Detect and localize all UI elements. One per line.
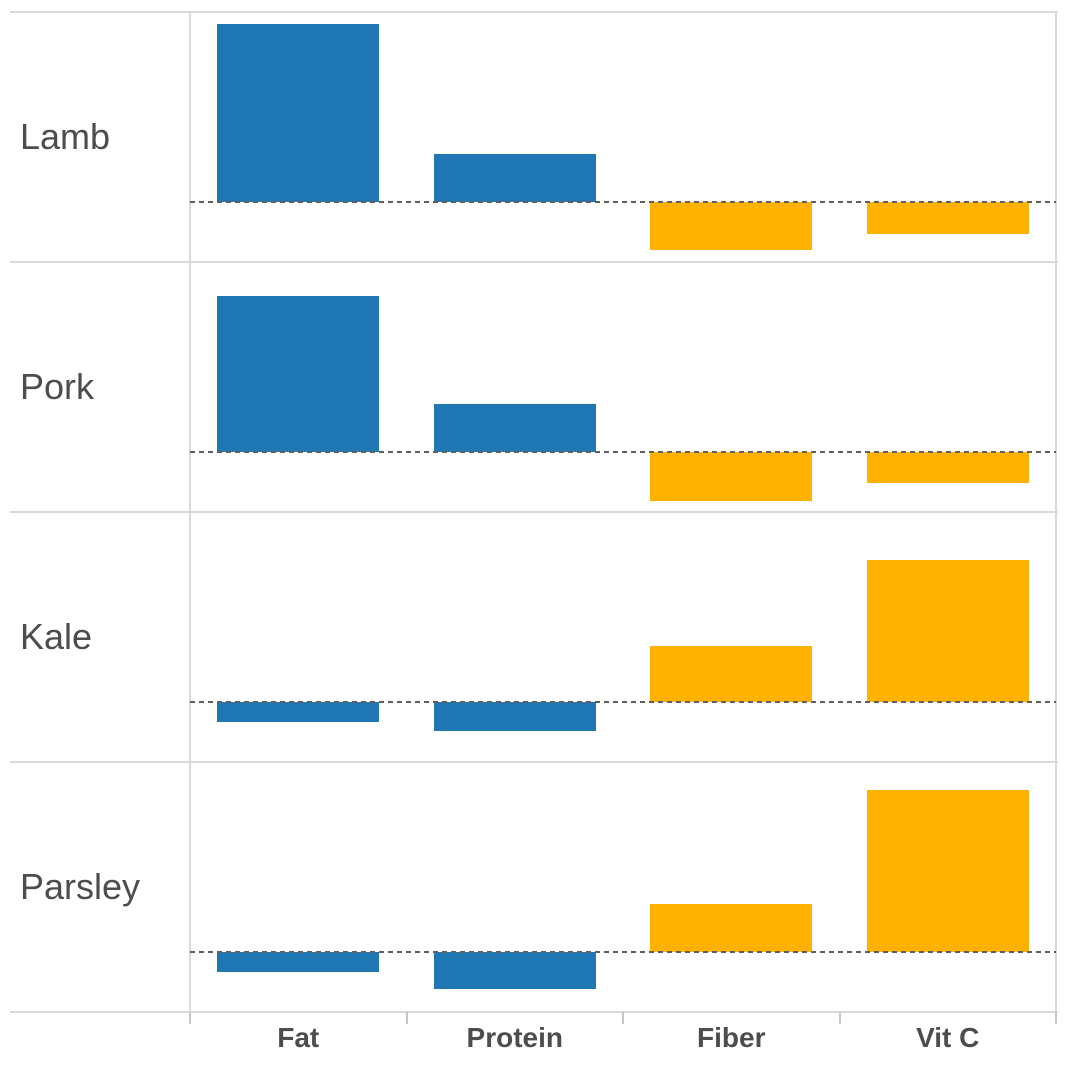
bar-kale-vit-c[interactable] [866,560,1029,702]
zero-baseline [190,451,1056,453]
row-header-pork[interactable]: Pork [20,366,95,407]
bar-lamb-fat[interactable] [217,24,380,202]
bar-parsley-fiber[interactable] [650,904,813,952]
panel-bottom-border [10,1011,1058,1013]
row-separator [10,261,1058,263]
row-header-lamb[interactable]: Lamb [20,116,111,157]
bar-kale-fiber[interactable] [650,646,813,702]
axis-tick [838,1012,841,1024]
axis-tick [405,1012,408,1024]
bar-lamb-fiber[interactable] [650,202,813,250]
bar-pork-vit-c[interactable] [866,452,1029,483]
bar-kale-fat[interactable] [217,702,380,722]
axis-tick [1055,1012,1057,1024]
row-header-kale[interactable]: Kale [20,616,93,657]
row-header-parsley[interactable]: Parsley [20,866,141,907]
bar-pork-protein[interactable] [433,404,596,452]
bar-lamb-vit-c[interactable] [866,202,1029,234]
header-plot-divider [189,12,191,1012]
bar-pork-fiber[interactable] [650,452,813,501]
bar-kale-protein[interactable] [433,702,596,731]
bar-parsley-vit-c[interactable] [866,790,1029,952]
column-header-protein[interactable]: Protein [466,1022,563,1053]
bar-pork-fat[interactable] [217,296,380,452]
zero-baseline [190,701,1056,703]
panel-top-border [10,11,1058,13]
panel-right-border [1055,12,1057,1012]
row-separator [10,761,1058,763]
row-separator [10,511,1058,513]
bar-lamb-protein[interactable] [433,154,596,202]
column-header-fiber[interactable]: Fiber [697,1022,766,1053]
column-header-fat[interactable]: Fat [277,1022,320,1053]
bar-parsley-protein[interactable] [433,952,596,989]
zero-baseline [190,201,1056,203]
bar-parsley-fat[interactable] [217,952,380,972]
zero-baseline [190,951,1056,953]
column-header-vit-c[interactable]: Vit C [916,1022,980,1053]
axis-tick [622,1012,624,1024]
axis-tick [189,1012,191,1024]
